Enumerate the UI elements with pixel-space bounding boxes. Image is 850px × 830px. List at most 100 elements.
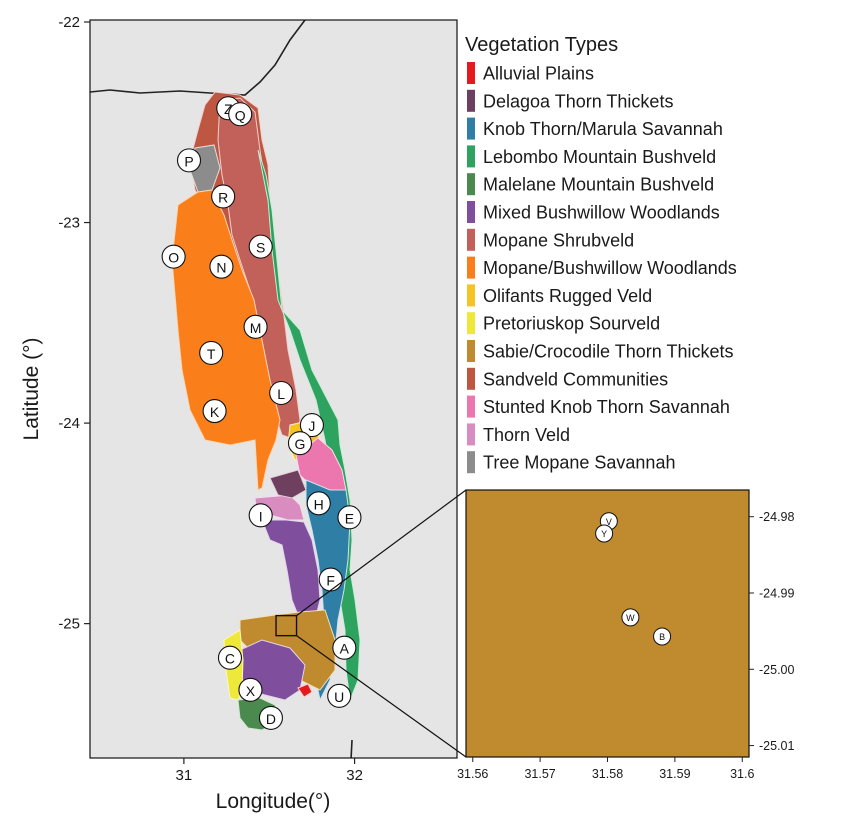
site-circle [327,683,352,708]
legend-label: Tree Mopane Savannah [483,453,675,473]
site-marker-f: F [318,567,343,592]
site-circle [238,677,263,702]
main-y-tick-label: -24 [58,415,80,432]
inset-site-label: B [659,632,665,642]
inset-x-tick-label: 31.56 [457,767,488,781]
inset-y-tick-label: -25.00 [759,663,794,677]
site-label: M [250,320,262,336]
site-circle [199,340,224,365]
site-circle [287,431,313,456]
main-y-tick-label: -25 [58,616,80,633]
site-marker-g: G [287,431,313,456]
site-label: I [259,508,263,524]
legend-item: Malelane Mountain Bushveld [467,173,714,196]
legend-label: Mopane Shrubveld [483,230,634,250]
site-marker-t: T [199,340,224,365]
site-circle [337,505,362,530]
site-marker-a: A [332,635,357,660]
inset-site-circle [595,524,614,543]
inset-connector-line-top [296,489,467,617]
inset-connector-line-bottom [296,635,467,758]
site-label: R [218,189,228,205]
inset-x-tick-label: 31.58 [592,767,623,781]
site-label: A [340,641,350,657]
site-marker-i: I [248,503,273,528]
site-marker-d: D [258,705,283,730]
legend-swatch [467,395,475,418]
legend-label: Delagoa Thorn Thickets [483,91,673,111]
main-map-content [90,20,361,758]
site-marker-l: L [269,380,294,406]
site-circle [228,102,253,127]
legend-item: Thorn Veld [467,423,570,446]
legend-label: Knob Thorn/Marula Savannah [483,119,723,139]
site-circle [243,314,268,339]
border-line-south [350,739,353,758]
inset-x-tick-label: 31.6 [730,767,754,781]
site-marker-j: J [299,413,324,438]
main-map-sites: Z Q P R S O N M T L K JG H I E F A CX U D [161,96,362,730]
site-label: T [207,346,216,362]
site-marker-p: P [176,148,202,173]
inset-map-sites: VY W B [595,512,672,646]
site-circle [161,244,186,269]
site-marker-r: R [211,184,236,209]
site-label: N [216,260,226,276]
legend-label: Stunted Knob Thorn Savannah [483,397,730,417]
legend-label: Sandveld Communities [483,369,668,389]
site-label: X [246,683,256,699]
inset-y-tick-label: -25.01 [759,739,794,753]
site-label: J [308,418,315,434]
legend-swatch [467,451,475,474]
site-label: L [277,386,285,402]
inset-site-marker-w: W [621,608,640,627]
main-x-tick-label: 31 [176,767,193,784]
inset-site-label: W [626,613,635,623]
inset-site-circle [653,627,672,646]
site-circle [306,491,331,516]
site-circle [217,645,243,670]
main-y-tick-label: -23 [58,215,80,232]
site-label: C [225,651,235,667]
main-x-axis-title: Longitude(°) [216,790,331,813]
region-mopane-bushwillow-woodlands [171,189,281,491]
inset-site-circle [621,608,640,627]
inset-site-marker-y: Y [595,524,614,543]
legend-swatch [467,284,475,307]
site-marker-n: N [209,254,234,279]
legend-items: Alluvial Plains Delagoa Thorn Thickets Kno… [467,62,737,474]
inset-site-label: Y [601,529,607,539]
main-map-border [89,19,458,759]
site-marker-q: Q [228,102,253,127]
site-label: P [184,153,193,169]
legend-swatch [467,340,475,362]
legend-label: Sabie/Crocodile Thorn Thickets [483,342,733,362]
site-circle [248,234,273,259]
site-marker-s: S [248,234,273,259]
legend-label: Malelane Mountain Bushveld [483,175,714,195]
legend-swatch [467,312,475,335]
site-marker-m: M [243,314,268,339]
inset-site-marker-b: B [653,627,672,646]
legend-item: Sabie/Crocodile Thorn Thickets [467,340,733,362]
inset-x-tick-label: 31.57 [524,767,555,781]
legend-swatch [467,228,475,251]
legend-label: Thorn Veld [483,425,570,445]
legend-swatch [467,117,475,140]
site-marker-c: C [217,645,243,670]
legend-swatch [467,423,475,446]
legend-item: Alluvial Plains [467,62,594,84]
legend-item: Delagoa Thorn Thickets [467,89,673,112]
site-marker-k: K [202,399,227,424]
inset-x-tick-label: 31.59 [659,767,690,781]
site-label: K [210,404,220,420]
region-delagoa-thorn-thickets [269,469,307,499]
legend-swatch [467,145,475,168]
legend: Vegetation Types Alluvial Plains Delagoa … [465,34,737,474]
site-circle [299,413,324,438]
legend-label: Pretoriuskop Sourveld [483,314,660,334]
legend-swatch [467,256,475,279]
site-marker-e: E [337,505,362,530]
site-circle [269,380,294,406]
